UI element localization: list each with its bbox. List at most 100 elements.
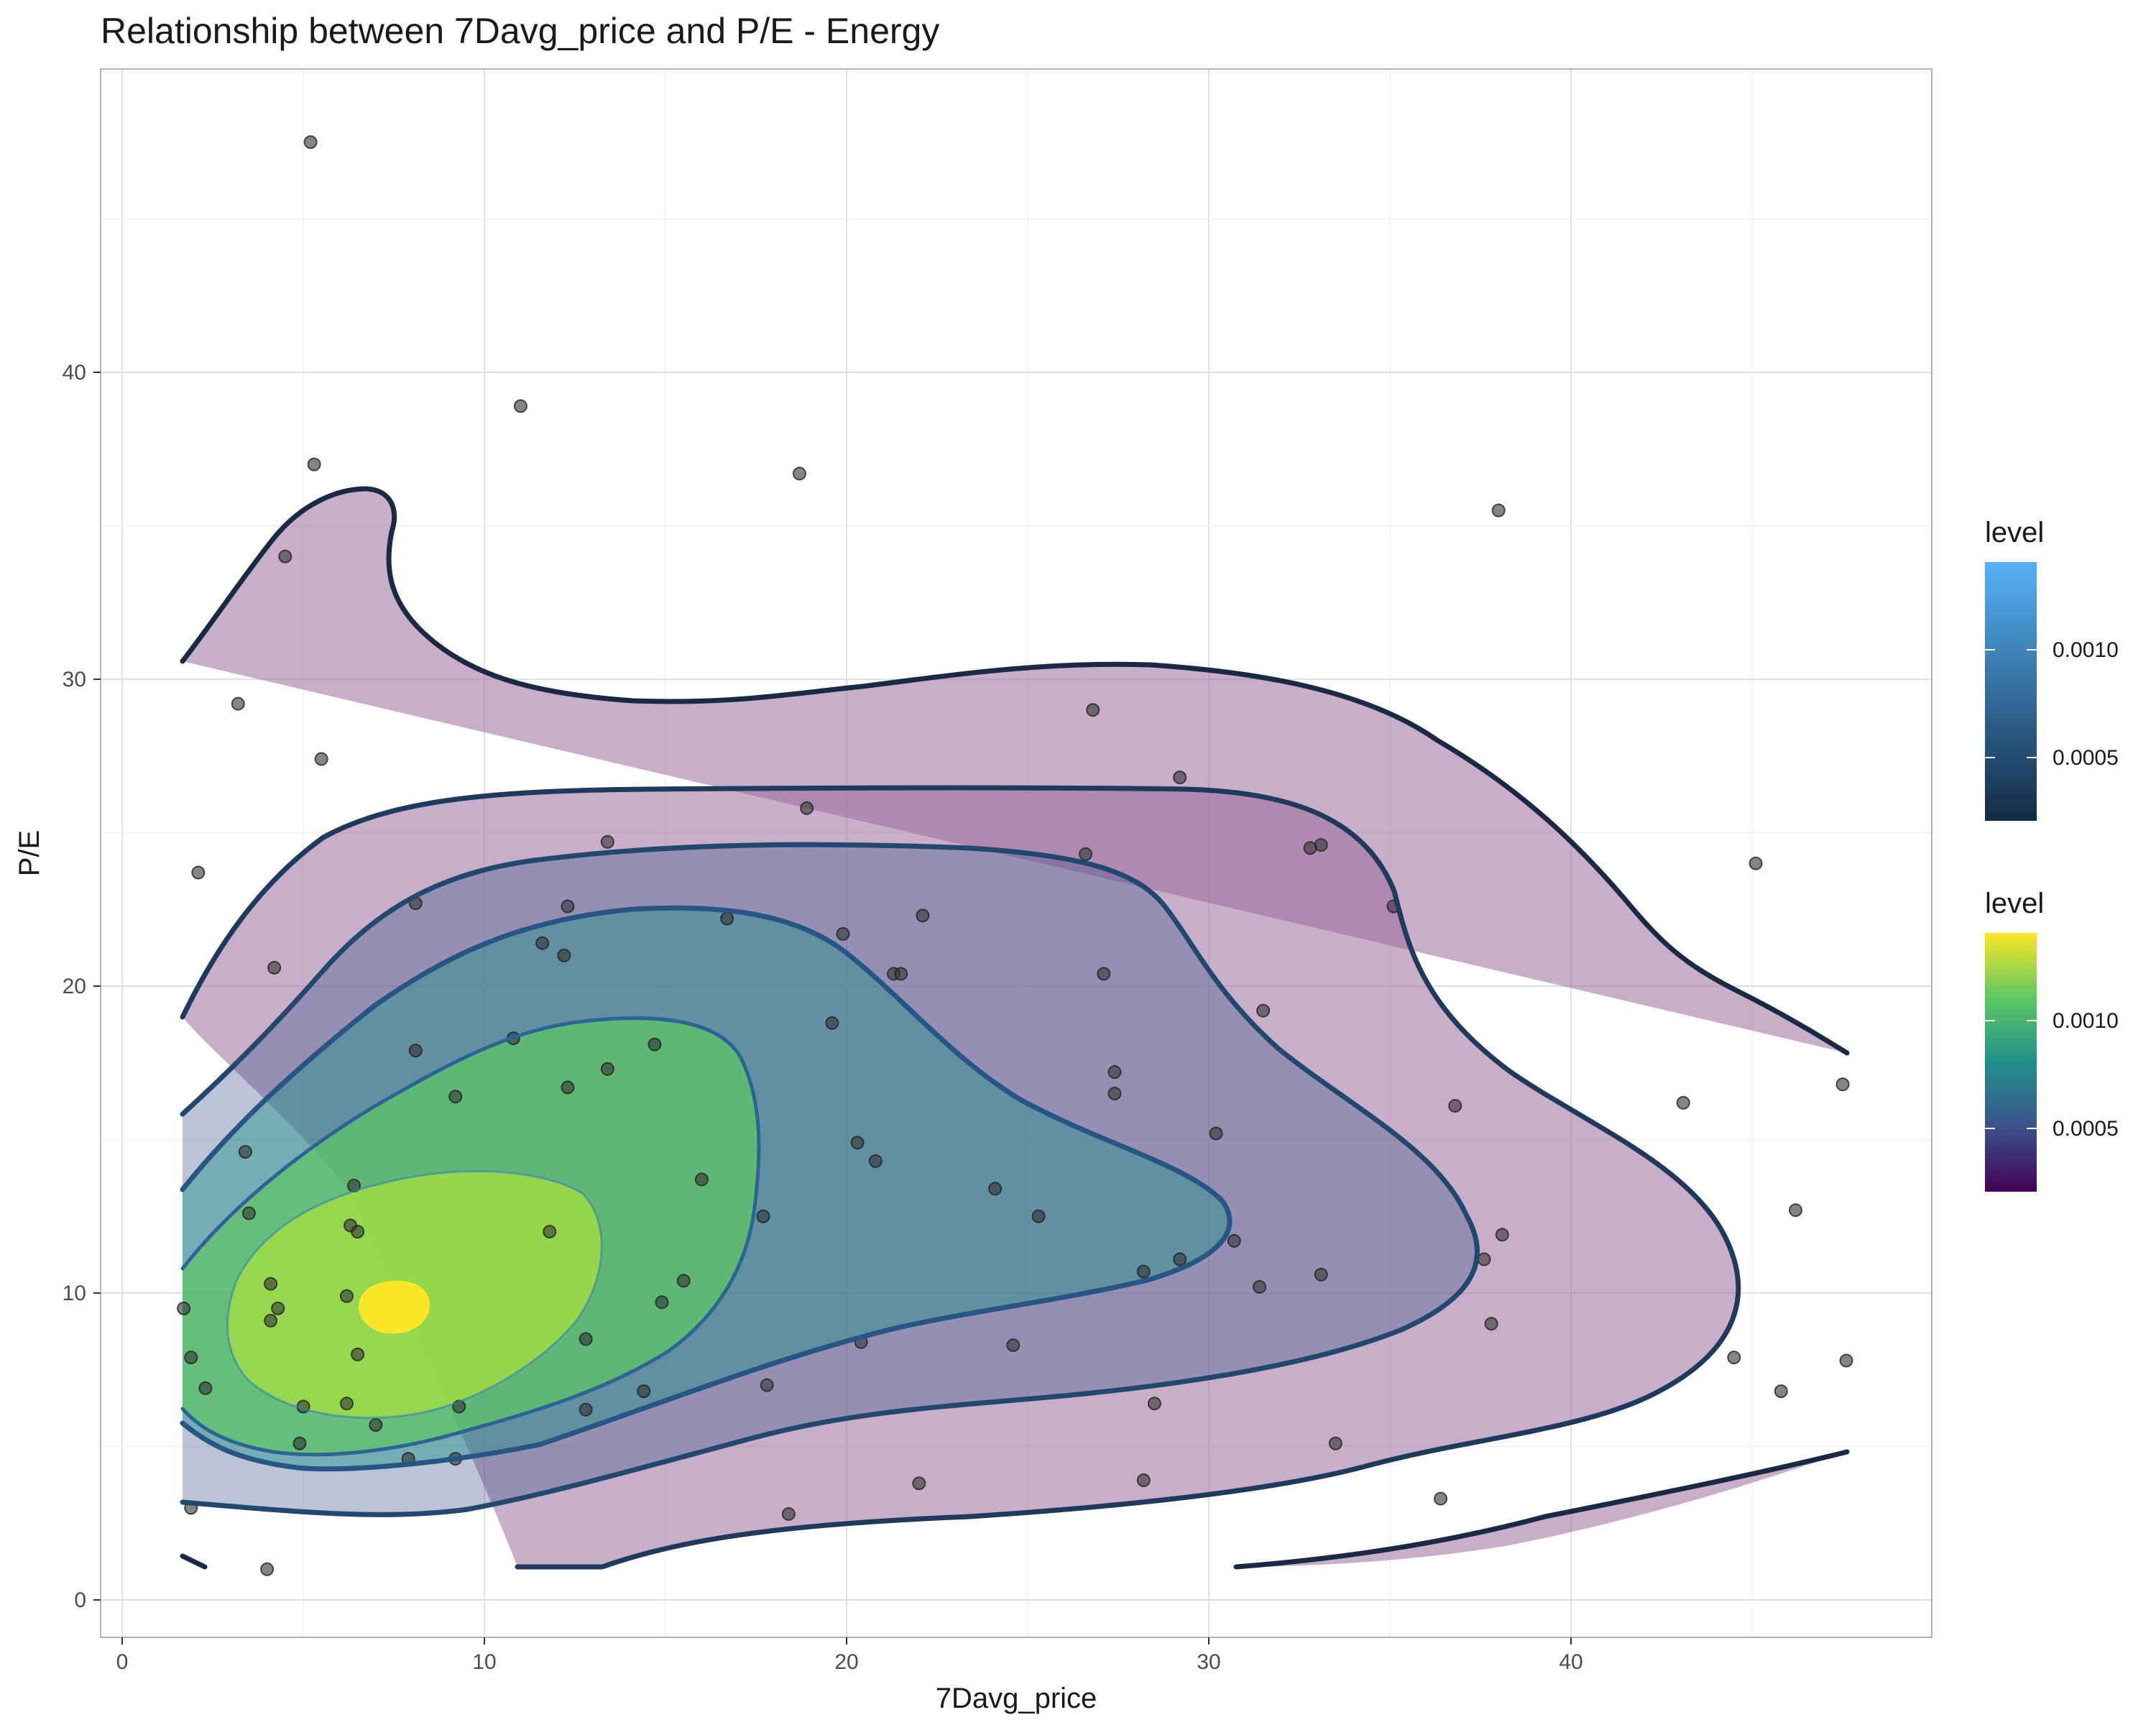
scatter-point <box>579 1332 593 1346</box>
scatter-point <box>1097 967 1111 981</box>
scatter-point <box>1788 1203 1802 1218</box>
scatter-point <box>557 948 571 962</box>
scatter-point <box>184 1351 198 1365</box>
x-tick-label: 0 <box>116 1650 129 1674</box>
scatter-point <box>916 908 930 923</box>
contour-line-5 <box>180 1016 761 1457</box>
contour-line-1c <box>180 1553 208 1570</box>
scatter-point <box>1774 1384 1788 1399</box>
chart-title: Relationship between 7Davg_price and P/E… <box>101 11 940 51</box>
scatter-point <box>1727 1351 1741 1365</box>
scatter-point <box>231 696 245 711</box>
scatter-point <box>912 1476 926 1491</box>
scatter-point <box>543 1225 557 1239</box>
scatter-point <box>781 1506 796 1521</box>
scatter-point <box>513 399 528 413</box>
scatter-point <box>1676 1095 1690 1110</box>
scatter-point <box>676 1274 691 1288</box>
contour-line-1b <box>1233 1449 1850 1570</box>
scatter-point <box>1256 1003 1271 1018</box>
scatter-point <box>561 899 575 914</box>
scatter-point <box>271 1301 285 1315</box>
x-tick-label: 10 <box>472 1650 496 1674</box>
scatter-point <box>264 1313 278 1328</box>
legend-colour-label-2: 0.0010 <box>2053 638 2119 662</box>
scatter-point <box>339 1397 354 1411</box>
scatter-point <box>836 926 850 941</box>
scatter-points <box>177 135 1853 1576</box>
scatter-point <box>720 911 734 926</box>
scatter-point <box>339 1289 354 1303</box>
scatter-point <box>1328 1436 1342 1450</box>
scatter-point <box>1227 1233 1241 1248</box>
scatter-point <box>369 1418 383 1432</box>
scatter-point <box>648 1037 662 1052</box>
scatter-point <box>260 1562 275 1576</box>
density-band-level-1-upper <box>183 489 1847 1053</box>
scatter-point <box>1107 1065 1122 1080</box>
scatter-point <box>694 1172 709 1187</box>
scatter-point <box>1079 847 1093 861</box>
x-tick-label: 40 <box>1559 1650 1583 1674</box>
scatter-point <box>1147 1397 1161 1411</box>
scatter-point <box>561 1080 575 1095</box>
y-tick-label: 0 <box>74 1588 86 1612</box>
scatter-point <box>1253 1279 1267 1294</box>
scatter-point <box>1749 856 1763 870</box>
legend-fill-label-2: 0.0010 <box>2053 1009 2119 1033</box>
scatter-point <box>307 457 321 472</box>
scatter-point <box>535 936 550 950</box>
legend-colour: level 0.0005 0.0010 <box>1985 517 2119 821</box>
contour-line-3 <box>180 842 1480 1517</box>
scatter-point <box>1484 1317 1498 1331</box>
scatter-point <box>1314 1267 1328 1282</box>
legend-fill-label-1: 0.0005 <box>2053 1117 2119 1141</box>
scatter-point <box>314 752 328 766</box>
x-tick-label: 30 <box>1197 1650 1220 1674</box>
scatter-point <box>351 1347 365 1361</box>
legend-fill-title: level <box>1985 888 2044 919</box>
y-tick-label: 20 <box>63 975 86 998</box>
scatter-point <box>850 1136 865 1150</box>
x-tick-label: 20 <box>834 1650 858 1674</box>
scatter-point <box>1495 1228 1509 1242</box>
y-axis-title: P/E <box>14 830 45 876</box>
scatter-point <box>988 1182 1003 1196</box>
scatter-point <box>1839 1353 1853 1368</box>
scatter-point <box>303 135 318 150</box>
legend-fill-bar <box>1985 933 2037 1192</box>
scatter-point <box>1434 1491 1448 1506</box>
scatter-point <box>241 1206 256 1220</box>
panel-border <box>100 68 1932 1638</box>
scatter-point <box>1006 1338 1021 1353</box>
scatter-point <box>1477 1252 1491 1266</box>
scatter-point <box>198 1381 213 1395</box>
scatter-point <box>1136 1473 1151 1487</box>
scatter-point <box>655 1295 669 1310</box>
x-axis-title: 7Davg_price <box>936 1683 1097 1714</box>
scatter-point <box>868 1154 883 1168</box>
scatter-point <box>1209 1126 1223 1141</box>
contour-line-2 <box>180 785 1741 1570</box>
scatter-point <box>267 960 282 975</box>
scatter-point <box>278 549 292 564</box>
axes: 0 10 20 30 40 0 10 20 30 40 7Davg_price P/E <box>14 361 1583 1714</box>
scatter-point <box>600 1062 614 1076</box>
scatter-point <box>1173 770 1187 785</box>
legend-colour-label-1: 0.0005 <box>2053 746 2119 770</box>
scatter-point <box>792 466 806 481</box>
density-fill-bands <box>183 489 1847 1567</box>
density-contour-lines <box>180 486 1850 1570</box>
y-tick-label: 10 <box>63 1282 86 1305</box>
scatter-point <box>600 834 614 849</box>
scatter-point <box>800 801 814 815</box>
scatter-point <box>408 1044 423 1058</box>
scatter-point <box>1303 841 1317 855</box>
contour-line-1a <box>180 486 1850 1056</box>
scatter-point <box>579 1402 593 1417</box>
scatter-point <box>351 1225 365 1239</box>
scatter-point <box>1491 503 1506 518</box>
legend-colour-bar <box>1985 562 2037 821</box>
scatter-point <box>1173 1252 1187 1266</box>
